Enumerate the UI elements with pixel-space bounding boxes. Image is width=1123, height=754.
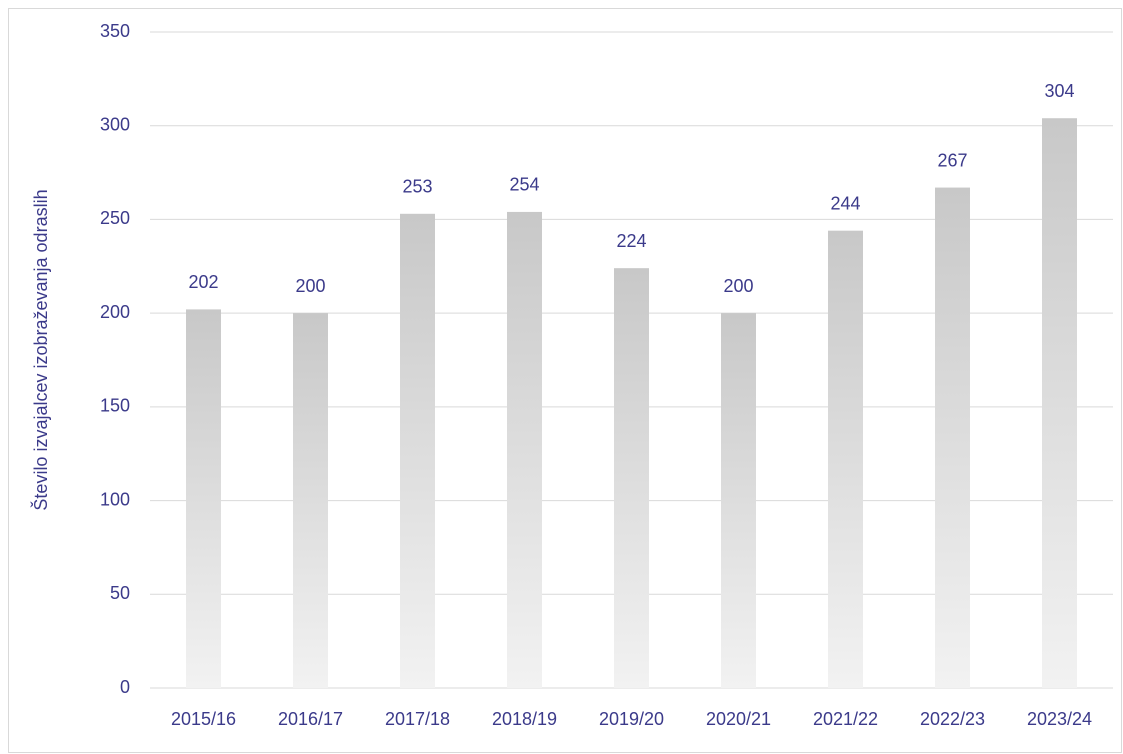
y-tick-label: 100 (100, 489, 130, 509)
x-tick-label: 2019/20 (599, 709, 664, 729)
bar (1042, 118, 1077, 688)
data-label: 202 (188, 272, 218, 292)
bar (721, 313, 756, 688)
chart-frame (8, 8, 1122, 753)
x-tick-label: 2020/21 (706, 709, 771, 729)
x-tick-label: 2023/24 (1027, 709, 1092, 729)
y-tick-label: 150 (100, 396, 130, 416)
bar (400, 213, 435, 688)
data-label: 267 (937, 150, 967, 170)
y-tick-label: 0 (120, 677, 130, 697)
bar (186, 309, 221, 688)
y-tick-label: 300 (100, 114, 130, 134)
x-tick-label: 2018/19 (492, 709, 557, 729)
x-tick-label: 2017/18 (385, 709, 450, 729)
y-tick-label: 200 (100, 302, 130, 322)
x-tick-label: 2021/22 (813, 709, 878, 729)
data-label: 253 (402, 177, 432, 197)
data-label: 200 (723, 276, 753, 296)
x-tick-label: 2016/17 (278, 709, 343, 729)
x-tick-label: 2015/16 (171, 709, 236, 729)
bar (293, 313, 328, 688)
data-label: 304 (1044, 81, 1074, 101)
y-axis-label: Število izvajalcev izobraževanja odrasli… (30, 189, 51, 510)
data-label: 200 (295, 276, 325, 296)
bar (507, 211, 542, 688)
data-label: 224 (616, 231, 646, 251)
x-tick-label: 2022/23 (920, 709, 985, 729)
data-label: 254 (509, 175, 539, 195)
y-tick-label: 50 (110, 583, 130, 603)
bar (935, 187, 970, 688)
y-tick-label: 250 (100, 208, 130, 228)
bar (614, 268, 649, 688)
y-tick-label: 350 (100, 21, 130, 41)
data-label: 244 (830, 193, 860, 213)
bar (828, 230, 863, 688)
